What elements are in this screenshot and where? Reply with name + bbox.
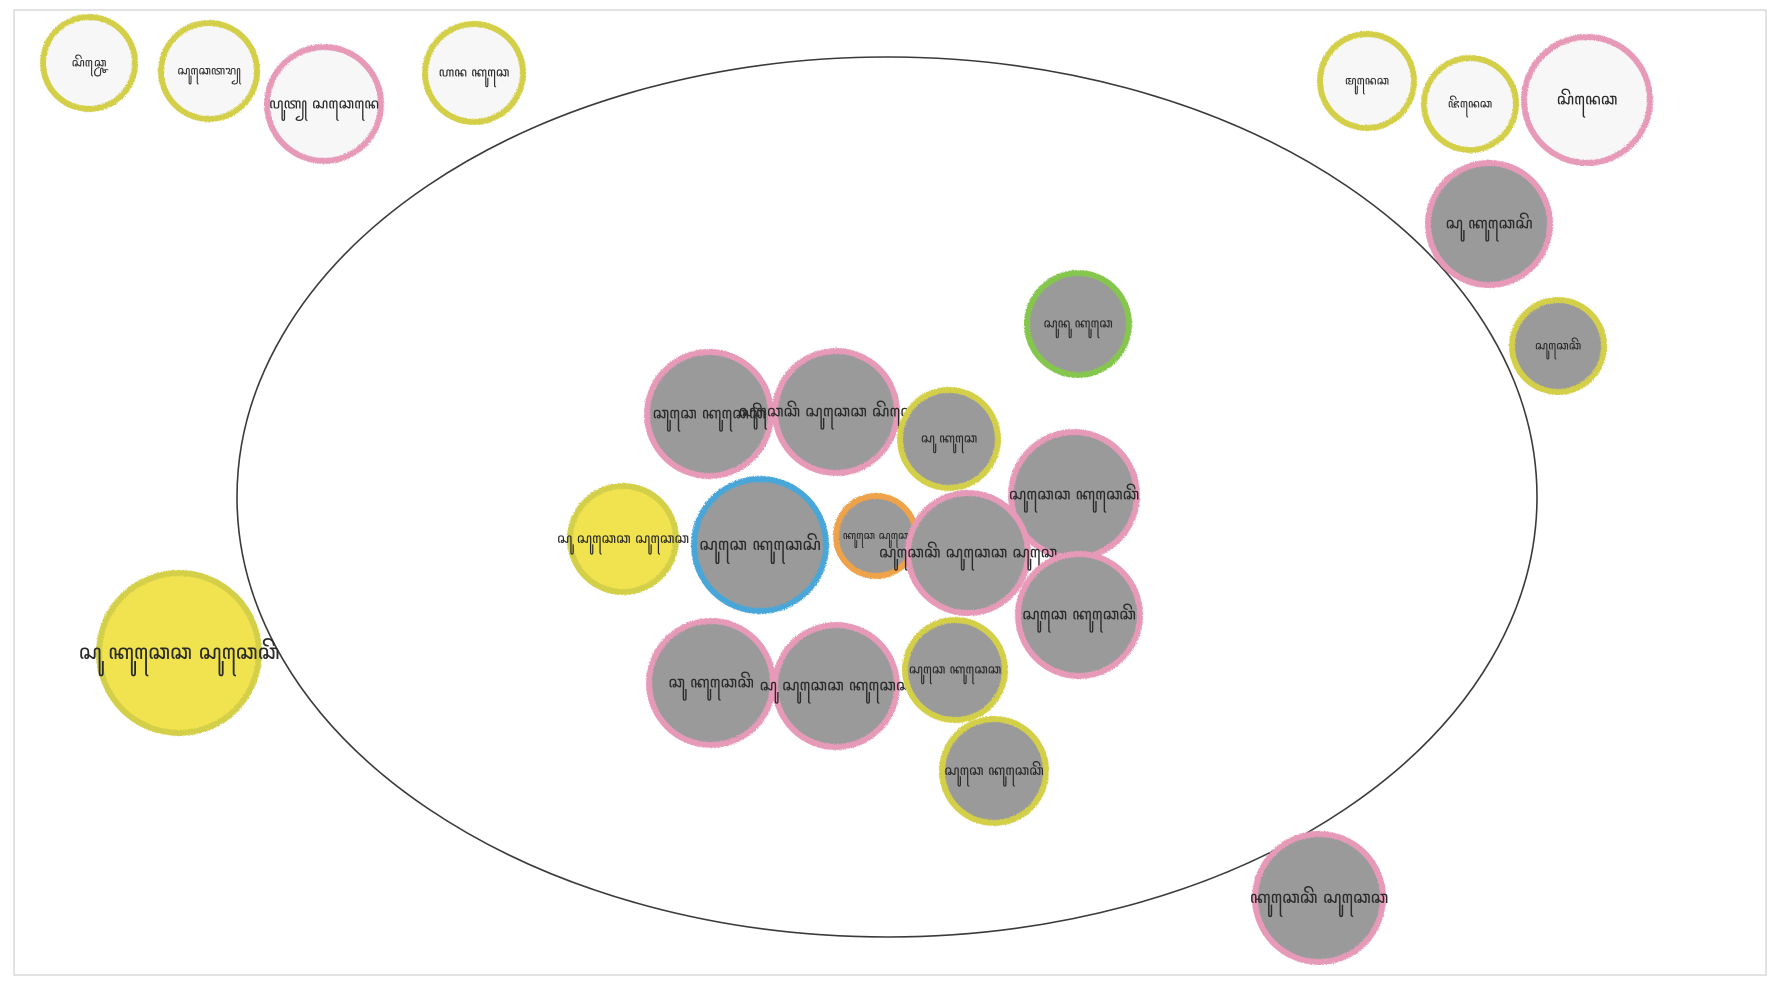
node-disc <box>691 476 829 614</box>
node-disc <box>1317 31 1417 131</box>
node-c11: ꦕꦸꦕꦺ ꦏꦸꦕꦺꦕꦼ <box>644 349 774 479</box>
node-c22: ꦱꦸꦕꦺ ꦏꦸꦕꦺꦕ <box>902 617 1008 723</box>
node-disc <box>96 570 262 736</box>
circle-group: ꦱꦼꦕ꧀ꦕꦺꦱꦸꦕꦺꦠꦫ꧀ꦥꦸꦠ꧀ ꦱꦕꦺꦤꦺ ꦲꦤ ꦏꦸꦕꦺ ꦩꦸꦤꦺꦕꦗꦼꦤꦺꦕ… <box>40 14 1653 965</box>
main-ellipse <box>236 56 1538 938</box>
node-disc <box>939 716 1049 826</box>
node-c08: ꦱꦸ ꦏꦸꦕꦺꦱꦼ <box>1425 160 1553 288</box>
node-disc <box>1425 160 1553 288</box>
node-disc <box>1252 831 1386 965</box>
node-c15: ꦱꦸ ꦱꦸꦕꦺꦕ ꦱꦸꦕꦺꦕ <box>557 483 689 595</box>
node-c02: ꦱꦸꦕꦺꦠꦫ꧀ <box>158 20 260 122</box>
node-disc <box>158 20 260 122</box>
node-c14: ꦱꦸꦕꦺꦕ ꦏꦸꦕꦺꦕꦼ <box>1008 429 1140 561</box>
node-disc <box>905 490 1031 616</box>
node-disc <box>1521 34 1653 166</box>
node-disc <box>644 349 774 479</box>
node-c01: ꦱꦼꦕ꧀ꦕꦺ <box>40 14 138 112</box>
node-disc <box>1509 297 1607 395</box>
node-disc <box>1024 270 1132 378</box>
node-c07: ꦱꦼꦤꦺꦕ <box>1521 34 1653 166</box>
node-c18: ꦱꦸꦕꦺꦕꦼ ꦱꦸꦕꦺꦕ ꦱꦸꦕꦺ <box>879 490 1057 616</box>
node-c13: ꦱꦸ ꦏꦸꦕꦺ <box>897 387 1001 491</box>
node-c03: ꦥꦸꦠ꧀ ꦱꦕꦺꦤꦺ <box>264 44 384 164</box>
node-c12: ꦱꦸꦕꦺꦕꦼ ꦱꦸꦕꦺꦕ ꦱꦼꦕꦺꦕ <box>738 348 934 476</box>
node-c21: ꦱꦸ ꦱꦸꦕꦺꦕ ꦏꦸꦕꦺꦕ <box>760 622 912 750</box>
node-c16: ꦱꦸꦕꦺ ꦏꦸꦕꦺꦱꦼ <box>691 476 829 614</box>
node-c09: ꦱꦸꦕꦺꦕꦼ <box>1509 297 1607 395</box>
node-disc <box>772 348 900 476</box>
node-disc <box>422 21 526 125</box>
node-c26: ꦏꦸꦕꦺꦕꦼ ꦱꦸꦕꦺꦕ <box>1250 831 1388 965</box>
node-disc <box>567 483 679 595</box>
node-disc <box>264 44 384 164</box>
node-c19: ꦱꦸꦕꦺ ꦏꦸꦕꦺꦕꦼ <box>1015 551 1143 679</box>
node-disc <box>40 14 138 112</box>
node-c04: ꦲꦤ ꦏꦸꦕꦺ <box>422 21 526 125</box>
node-c25: ꦱꦸ ꦏꦸꦕꦺꦕ ꦱꦸꦕꦺꦕꦼ <box>79 570 279 736</box>
node-disc <box>1015 551 1143 679</box>
node-disc <box>772 622 900 750</box>
node-c24: ꦱꦸꦕꦺ ꦏꦸꦕꦺꦕꦼ <box>939 716 1049 826</box>
node-c20: ꦕꦸ ꦏꦸꦕꦺꦕꦼ <box>646 618 776 748</box>
node-disc <box>1421 55 1519 153</box>
node-disc <box>897 387 1001 491</box>
node-c06: ꦗꦼꦤꦺꦕ <box>1421 55 1519 153</box>
node-disc <box>902 617 1008 723</box>
node-c10: ꦱꦸꦤꦸ ꦏꦸꦕꦺ <box>1024 270 1132 378</box>
paper-frame <box>13 9 1767 976</box>
node-c17: ꦏꦸꦕꦺ ꦱꦸꦕꦺ <box>833 493 919 579</box>
node-c05: ꦩꦸꦤꦺꦕ <box>1317 31 1417 131</box>
